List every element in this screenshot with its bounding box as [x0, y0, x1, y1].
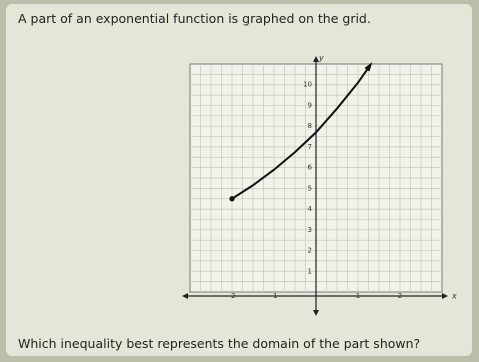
x-tick-label: -1 [271, 292, 278, 300]
y-tick-label: 5 [308, 184, 312, 192]
y-tick-label: 9 [308, 101, 312, 109]
x-axis-arrow [442, 293, 448, 299]
y-tick-label: 1 [308, 267, 312, 275]
y-tick-label: 4 [308, 205, 313, 213]
y-axis-arrow [313, 56, 319, 62]
y-tick-label: 6 [308, 164, 313, 172]
y-tick-label: 10 [303, 81, 312, 89]
x-tick-label: 1 [356, 292, 360, 300]
x-tick-label: 2 [398, 292, 402, 300]
y-tick-label: 8 [308, 122, 312, 130]
curve [231, 64, 372, 200]
y-tick-label: 3 [308, 226, 312, 234]
y-axis-arrow [313, 310, 319, 316]
curve-endpoint [229, 196, 235, 202]
curve-arrow [364, 62, 373, 72]
x-axis-label: x [451, 292, 457, 301]
y-axis-label: y [318, 54, 324, 63]
y-tick-label: 2 [308, 247, 312, 255]
x-axis-arrow [182, 293, 188, 299]
question-prompt: A part of an exponential function is gra… [18, 11, 371, 26]
y-tick-label: 7 [308, 143, 312, 151]
question-text: Which inequality best represents the dom… [18, 336, 421, 351]
x-tick-label: -2 [229, 292, 236, 300]
